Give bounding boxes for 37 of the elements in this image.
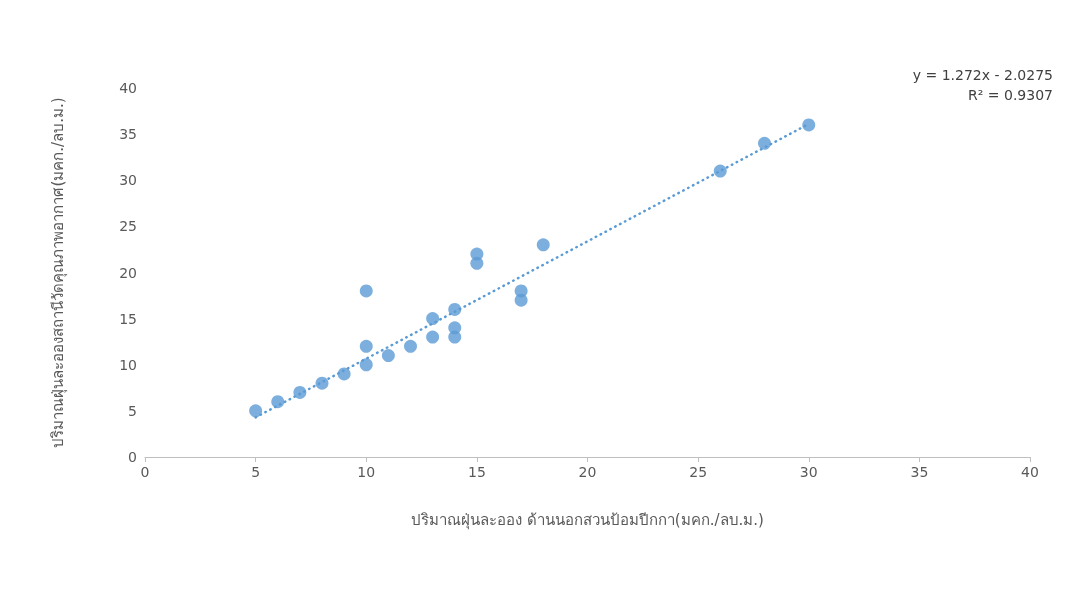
y-tick-label: 25 <box>119 218 137 235</box>
point <box>536 238 550 252</box>
point <box>404 339 417 353</box>
point <box>802 118 816 132</box>
x-tick-label: 20 <box>578 464 597 480</box>
x-tick-label: 30 <box>799 464 818 480</box>
point <box>271 395 285 409</box>
y-axis-title: ปริมาณฝุ่นละอองสถานีวัดคุณภาพอากาศ(มคก./ลบ.ม.) <box>48 97 68 448</box>
point <box>381 349 395 363</box>
y-tick-label: 5 <box>128 402 137 419</box>
y-tick-label: 40 <box>119 80 137 96</box>
point <box>448 321 462 335</box>
point <box>426 312 440 326</box>
point <box>426 330 440 344</box>
x-tick-label: 0 <box>140 464 150 480</box>
y-tick-label: 35 <box>119 126 137 143</box>
x-tick-label: 25 <box>689 464 708 480</box>
x-tick-label: 10 <box>357 464 376 480</box>
y-tick-label: 30 <box>119 172 137 189</box>
point <box>359 284 373 298</box>
y-tick-label: 0 <box>128 449 137 465</box>
x-tick-label: 40 <box>1021 464 1039 480</box>
x-tick-label: 35 <box>910 464 929 480</box>
text: y = 1.272x - 2.0275 <box>912 67 1053 83</box>
y-tick-label: 15 <box>119 310 137 327</box>
point <box>514 284 528 298</box>
point <box>758 136 771 150</box>
y-tick-label: 20 <box>119 264 137 281</box>
point <box>249 404 263 418</box>
x-tick-label: 5 <box>251 464 261 480</box>
point <box>359 358 373 372</box>
point <box>470 247 484 261</box>
annotation: R² = 0.9307 <box>968 87 1054 103</box>
y-tick-label: 10 <box>119 356 137 373</box>
x-tick-label: 15 <box>467 464 486 480</box>
point <box>359 339 373 353</box>
x-axis-title: ปริมาณฝุ่นละออง ด้านนอกสวนป้อมปีกกา(มคก./ลบ.ม.) <box>411 510 764 530</box>
